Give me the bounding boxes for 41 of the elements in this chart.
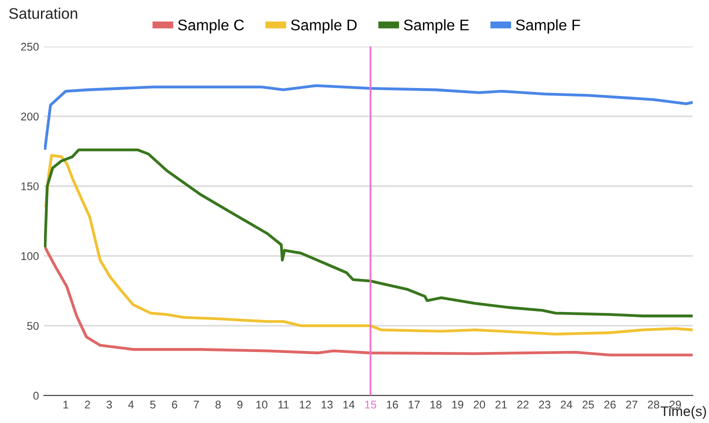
- x-tick-label: 28: [648, 400, 660, 409]
- y-tick-label: 200: [21, 112, 39, 120]
- x-tick-label: 9: [237, 400, 242, 409]
- x-tick-label: 8: [216, 400, 221, 409]
- x-tick-label: 10: [256, 400, 268, 409]
- x-tick-label: 25: [582, 400, 594, 409]
- x-tick-label: 1: [63, 400, 68, 408]
- x-tick-label: 21: [496, 400, 507, 408]
- legend-label: Sample D: [290, 19, 357, 34]
- x-tick-label: 15: [365, 400, 376, 409]
- x-tick-label: 7: [194, 400, 199, 408]
- y-tick-label: 250: [21, 42, 39, 51]
- x-tick-label: 13: [322, 400, 333, 409]
- line-series: [44, 84, 693, 150]
- y-tick-label: 100: [21, 252, 39, 260]
- x-tick-label: 27: [626, 400, 638, 408]
- legend-label: Sample C: [178, 19, 244, 34]
- x-tick-label: 26: [604, 400, 616, 409]
- y-tick-label: 150: [21, 182, 39, 190]
- y-axis-title: Saturation: [9, 8, 78, 19]
- x-tick-label: 5: [150, 400, 156, 409]
- x-tick-label: 14: [343, 400, 355, 408]
- x-tick-label: 23: [539, 400, 550, 409]
- x-tick-label: 18: [430, 400, 442, 409]
- x-tick-label: 2: [84, 400, 90, 408]
- x-tick-label: 16: [386, 400, 398, 409]
- x-tick-label: 24: [560, 400, 572, 408]
- x-tick-label: 3: [106, 400, 112, 409]
- legend-label: Sample E: [404, 19, 469, 34]
- y-tick-label: 50: [27, 322, 39, 330]
- x-tick-label: 11: [278, 400, 289, 408]
- x-tick-label: 12: [300, 400, 311, 408]
- x-tick-label: 19: [452, 400, 464, 409]
- x-tick-label: 6: [172, 400, 178, 409]
- x-tick-label: 4: [128, 400, 134, 408]
- legend-label: Sample F: [516, 19, 580, 34]
- x-tick-label: 20: [474, 400, 486, 409]
- x-tick-label: 17: [408, 400, 420, 408]
- line-series: [44, 248, 693, 356]
- y-tick-label: 0: [33, 392, 39, 400]
- x-tick-label: 22: [517, 400, 529, 408]
